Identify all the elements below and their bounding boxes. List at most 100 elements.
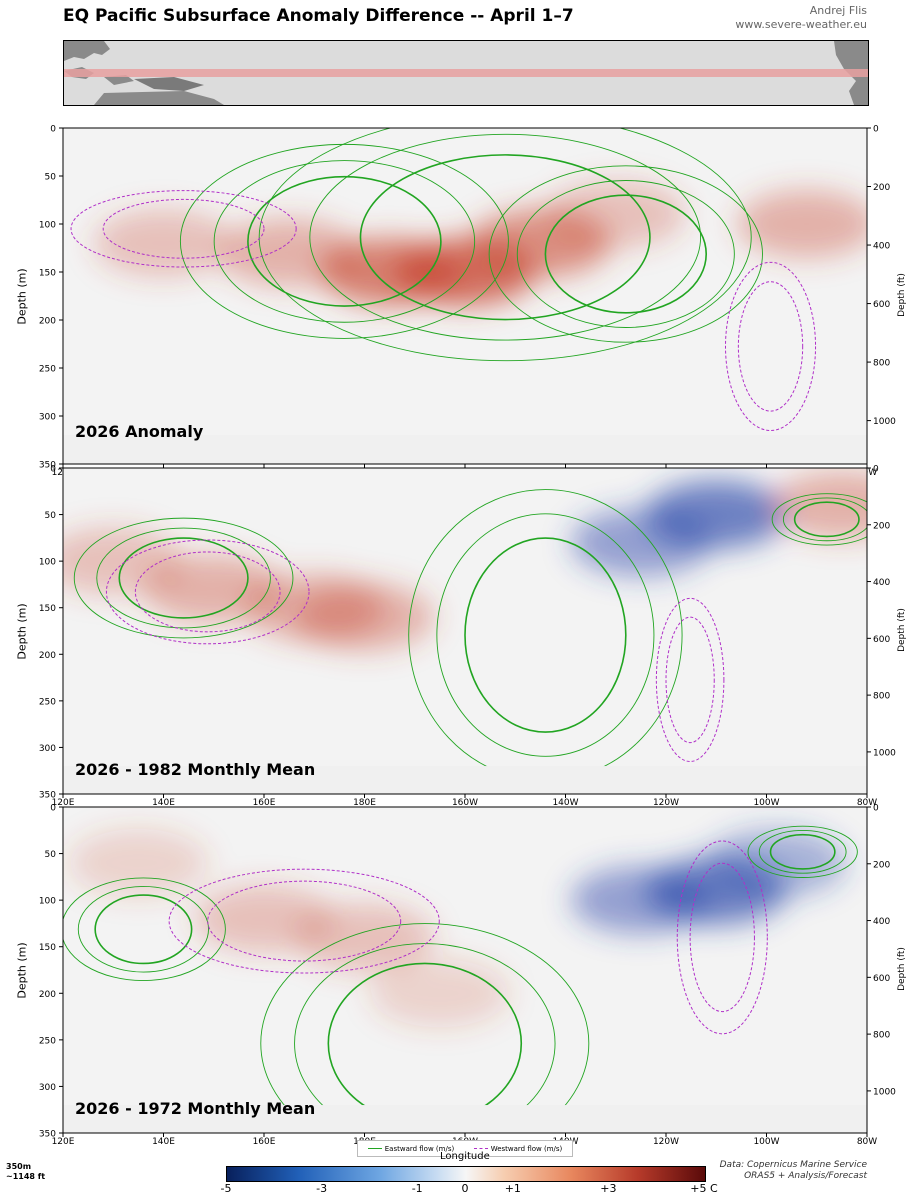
y-tick-label: 300 [39,744,56,754]
data-source: Data: Copernicus Marine Service ORAS5 + … [720,1160,867,1182]
panel-label: 2026 - 1972 Monthly Mean [75,1099,316,1118]
flow-legend: Eastward flow (m/s) Westward flow (m/s) [357,1140,573,1157]
y-tick-label: 350 [39,461,56,471]
y-tick-label-right: 400 [873,578,890,588]
westward-flow-contour [655,597,725,762]
y-tick-label: 350 [39,791,56,801]
legend-east: Eastward flow (m/s) [367,1145,454,1153]
y-tick-label-right: 200 [873,183,890,193]
eastward-flow-contour [77,886,209,973]
eastward-flow-contour [488,165,763,343]
y-tick-label: 250 [39,365,56,375]
y-axis-label-right: Depth (ft) [896,947,907,991]
y-tick-label: 0 [50,125,56,135]
westward-flow-contour [70,190,297,268]
eastward-flow-contour [782,497,867,542]
eastward-flow-contour [793,501,860,538]
eastward-flow-contour [516,180,735,328]
colorbar-tick-label: -3 [316,1182,328,1195]
colorbar-tick-label: -5 [220,1182,232,1195]
eastward-flow-contour [769,833,836,870]
x-tick-label: 160E [253,798,276,808]
eastward-flow-contour [94,894,193,965]
eastward-flow-contour [464,537,627,733]
chart-title: EQ Pacific Subsurface Anomaly Difference… [63,6,574,26]
x-tick-label: 120E [52,1137,75,1147]
y-axis-label: Depth (m) [15,268,29,325]
panel-label: 2026 Anomaly [75,422,204,441]
anomaly-blob [68,828,209,897]
y-tick-label-right: 400 [873,242,890,252]
y-tick-label-right: 200 [873,521,890,531]
eastward-flow-contour [758,829,847,874]
y-tick-label: 100 [39,897,56,907]
anomaly-blob [294,583,435,652]
y-tick-label: 250 [39,1036,56,1046]
colorbar-tick-label: -1 [411,1182,423,1195]
y-tick-label: 50 [45,511,57,521]
y-axis-label-right: Depth (ft) [896,608,907,652]
y-tick-label: 300 [39,1083,56,1093]
colorbar-tick-label: +5 C [690,1182,718,1195]
westward-flow-contour [724,261,817,431]
x-tick-label: 140W [552,798,578,808]
panel-2026-minus-1982: 0 50 100 150 200 250 300 350 0 200 400 600 800 1000 12… [39,465,896,809]
x-tick-label: 120W [653,1137,679,1147]
land-asia [64,41,110,61]
depth-note: 350m ~1148 ft [6,1162,45,1182]
x-tick-label: 80W [857,1137,877,1147]
y-tick-label-right: 200 [873,860,890,870]
y-tick-label: 50 [45,850,57,860]
y-axis-label-right: Depth (ft) [896,273,907,317]
y-tick-label-right: 600 [873,974,890,984]
panel-plot: 0501001502002503003500200400600800100012… [39,125,896,479]
y-tick-label: 100 [39,221,56,231]
credit-site: www.severe-weather.eu [735,18,867,31]
y-tick-label-right: 0 [873,465,879,475]
eastward-flow-contour [213,160,476,323]
colorbar-tick-label: +1 [504,1182,521,1195]
eastward-flow-contour [73,517,294,639]
eastward-flow-contour [771,493,867,546]
eastward-flow-contour [118,537,249,619]
y-tick-label: 350 [39,1130,56,1140]
y-tick-label: 50 [45,173,57,183]
westward-flow-contour [102,198,265,259]
equator-band [64,69,868,77]
x-tick-label: 140E [152,1137,175,1147]
y-axis-label: Depth (m) [15,603,29,660]
eastward-flow-contour [294,943,556,1133]
anomaly-blob [369,959,510,1028]
panel-label: 2026 - 1982 Monthly Mean [75,760,316,779]
no-data-band [63,1105,867,1133]
credit: Andrej Flis www.severe-weather.eu [735,4,867,32]
westward-flow-contour [168,868,440,974]
depth-note-ft: ~1148 ft [6,1172,46,1181]
eastward-flow-contour [747,825,858,878]
westward-flow-contour [665,616,715,744]
colorbar [226,1166,706,1182]
y-tick-label: 200 [39,651,56,661]
y-tick-label: 250 [39,697,56,707]
land-australia [94,91,224,105]
panel-2026-minus-1972: 0 50 100 150 200 250 300 350 0 200 400 600 800 1000 12… [39,804,896,1148]
y-tick-label-right: 0 [873,125,879,135]
y-tick-label: 200 [39,317,56,327]
y-tick-label-right: 1000 [873,748,896,758]
panel-plot: 0501001502002503003500200400600800100012… [39,465,896,809]
y-tick-label: 300 [39,413,56,423]
credit-author: Andrej Flis [809,4,867,17]
x-tick-label: 160W [452,798,478,808]
x-tick-label: 100W [753,798,779,808]
x-tick-label: 120E [52,798,75,808]
westward-flow-contour [207,880,402,962]
eastward-flow-contour [247,175,442,307]
anomaly-blob [706,828,847,897]
panel-2026-anomaly: 0501001502002503003500200400600800100012… [39,125,896,479]
y-tick-label-right: 600 [873,300,890,310]
eastward-flow-contour [258,128,752,362]
eastward-flow-contour [359,154,651,321]
y-tick-label-right: 800 [873,1031,890,1041]
x-tick-label: 140E [152,798,175,808]
x-tick-label: 180E [353,798,376,808]
